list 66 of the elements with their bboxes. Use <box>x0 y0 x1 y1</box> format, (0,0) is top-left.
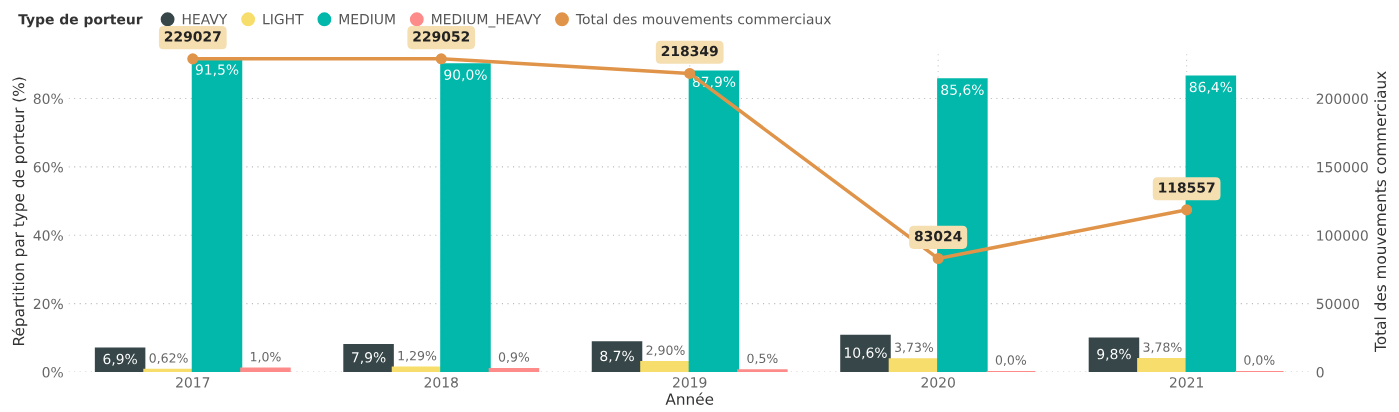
y-tick-label: 0% <box>42 367 63 378</box>
bar <box>688 70 740 373</box>
y2-tick-label: 50000 <box>1316 298 1359 310</box>
data-label: 0,62% <box>149 353 188 364</box>
y-tick-label: 40% <box>33 230 63 241</box>
bar <box>1137 358 1188 373</box>
data-label: 9,8% <box>1097 348 1131 361</box>
legend-label: MEDIUM_HEAVY <box>432 14 542 28</box>
x-tick-label: 2017 <box>176 377 210 388</box>
x-tick-label: 2020 <box>921 377 955 388</box>
point <box>187 53 199 65</box>
data-label: 1,29% <box>398 350 437 362</box>
data-label: 86,4% <box>1189 81 1233 94</box>
bar <box>840 334 891 373</box>
data-label: 1,0% <box>250 351 281 363</box>
bar <box>343 343 394 373</box>
data-label: 0,5% <box>747 353 778 365</box>
data-label: 8,7% <box>600 350 634 363</box>
y-tick-label: 20% <box>33 298 63 310</box>
legend-title: Type de porteur <box>18 13 143 28</box>
legend-label: LIGHT <box>263 13 304 25</box>
point <box>1181 204 1193 216</box>
data-label: 0,9% <box>498 352 530 363</box>
bar <box>94 347 146 373</box>
bar <box>888 358 940 373</box>
x-tick-label: 2021 <box>1169 377 1204 388</box>
data-label: 2,90% <box>646 345 685 357</box>
y-axis-title: Répartition par type de porteur (%) <box>11 77 28 345</box>
bar <box>488 367 540 373</box>
bar <box>440 63 491 373</box>
point <box>932 252 944 265</box>
data-label: 218349 <box>661 45 718 57</box>
data-label: 118557 <box>1159 182 1215 193</box>
legend-label: MEDIUM <box>339 14 395 25</box>
bar <box>240 367 291 373</box>
data-label: 229027 <box>164 31 221 42</box>
data-label: 7,9% <box>352 352 386 364</box>
bar <box>640 361 691 373</box>
data-label: 3,78% <box>1143 342 1182 354</box>
data-label: 6,9% <box>103 353 137 366</box>
y2-tick-label: 150000 <box>1317 161 1368 173</box>
y2-axis-title: Total des mouvements commerciaux <box>1374 71 1387 352</box>
data-label: 0,0% <box>1244 355 1275 367</box>
bar <box>143 368 194 373</box>
data-label: 3,73% <box>895 342 934 354</box>
point <box>435 53 447 65</box>
data-label: 10,6% <box>844 347 887 360</box>
y2-tick-label: 0 <box>1316 367 1324 378</box>
data-label: 0,0% <box>995 355 1027 367</box>
data-label: 83024 <box>914 230 962 242</box>
legend-label: Total des mouvements commerciaux <box>575 13 832 25</box>
y-tick-label: 60% <box>33 161 63 173</box>
y2-tick-label: 100000 <box>1317 230 1368 241</box>
data-label: 90,0% <box>444 69 487 82</box>
bar <box>191 58 243 373</box>
data-label: 91,5% <box>195 64 239 77</box>
x-axis-title: Année <box>665 392 714 405</box>
y2-tick-label: 200000 <box>1316 93 1368 105</box>
y-tick-label: 80% <box>33 93 63 105</box>
data-label: 85,6% <box>941 84 984 97</box>
x-tick-label: 2018 <box>424 377 458 388</box>
data-label: 229052 <box>413 31 470 42</box>
bar <box>591 341 643 373</box>
x-tick-label: 2019 <box>673 377 707 388</box>
legend-label: HEAVY <box>182 14 228 25</box>
bar <box>1088 337 1140 373</box>
